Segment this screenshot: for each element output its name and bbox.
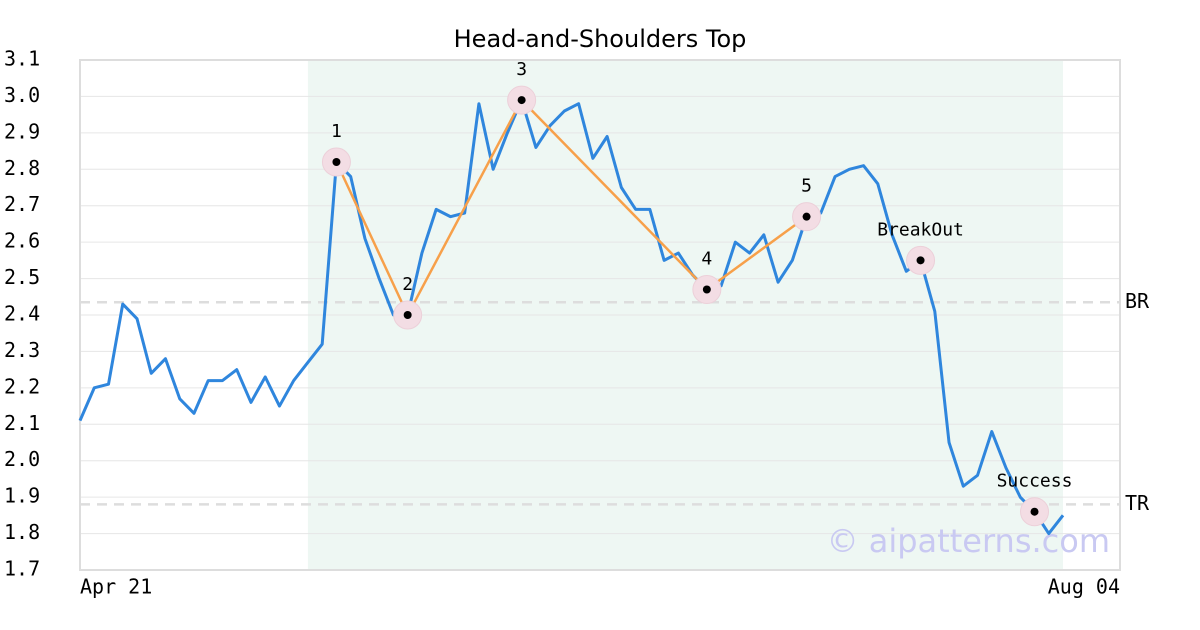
y-tick-label: 2.1 <box>4 411 40 435</box>
y-tick-label: 2.6 <box>4 229 40 253</box>
y-tick-label: 2.9 <box>4 119 40 143</box>
x-tick-label: Aug 04 <box>1048 575 1120 599</box>
y-tick-label: 2.4 <box>4 302 40 326</box>
pivot-label: 4 <box>701 249 712 270</box>
y-tick-label: 2.8 <box>4 156 40 180</box>
pivot-dot <box>1030 507 1039 516</box>
y-tick-label: 1.8 <box>4 520 40 544</box>
pivot-dot <box>916 256 925 265</box>
y-tick-label: 3.0 <box>4 83 40 107</box>
y-tick-label: 1.9 <box>4 484 40 508</box>
price-line <box>78 98 1065 536</box>
pivot-dot <box>332 158 341 166</box>
y-tick-label: 2.7 <box>4 192 40 216</box>
pivot-dot <box>802 212 811 221</box>
pivot-dot <box>403 311 412 319</box>
y-tick-label: 2.0 <box>4 447 40 471</box>
pivot-label: 3 <box>516 59 527 80</box>
y-tick-label: 1.7 <box>4 557 40 581</box>
pivot-label: BreakOut <box>877 219 964 240</box>
pivot-dot <box>517 96 526 105</box>
y-tick-label: 2.5 <box>4 265 40 289</box>
pivot-label: 5 <box>801 176 812 197</box>
x-tick-label: Apr 21 <box>80 575 152 599</box>
pivot-label: 2 <box>402 274 413 295</box>
level-label: TR <box>1125 491 1150 515</box>
pivot-label: 1 <box>331 121 342 142</box>
chart-title: Head-and-Shoulders Top <box>454 25 747 53</box>
pivot-dot <box>702 285 711 294</box>
y-tick-label: 2.2 <box>4 374 40 398</box>
pivot-label: Success <box>997 471 1073 492</box>
watermark: © aipatterns.com <box>827 522 1110 560</box>
y-tick-label: 3.1 <box>4 47 40 71</box>
plot-frame <box>79 59 1121 571</box>
level-label: BR <box>1125 289 1150 313</box>
y-tick-label: 2.3 <box>4 338 40 362</box>
